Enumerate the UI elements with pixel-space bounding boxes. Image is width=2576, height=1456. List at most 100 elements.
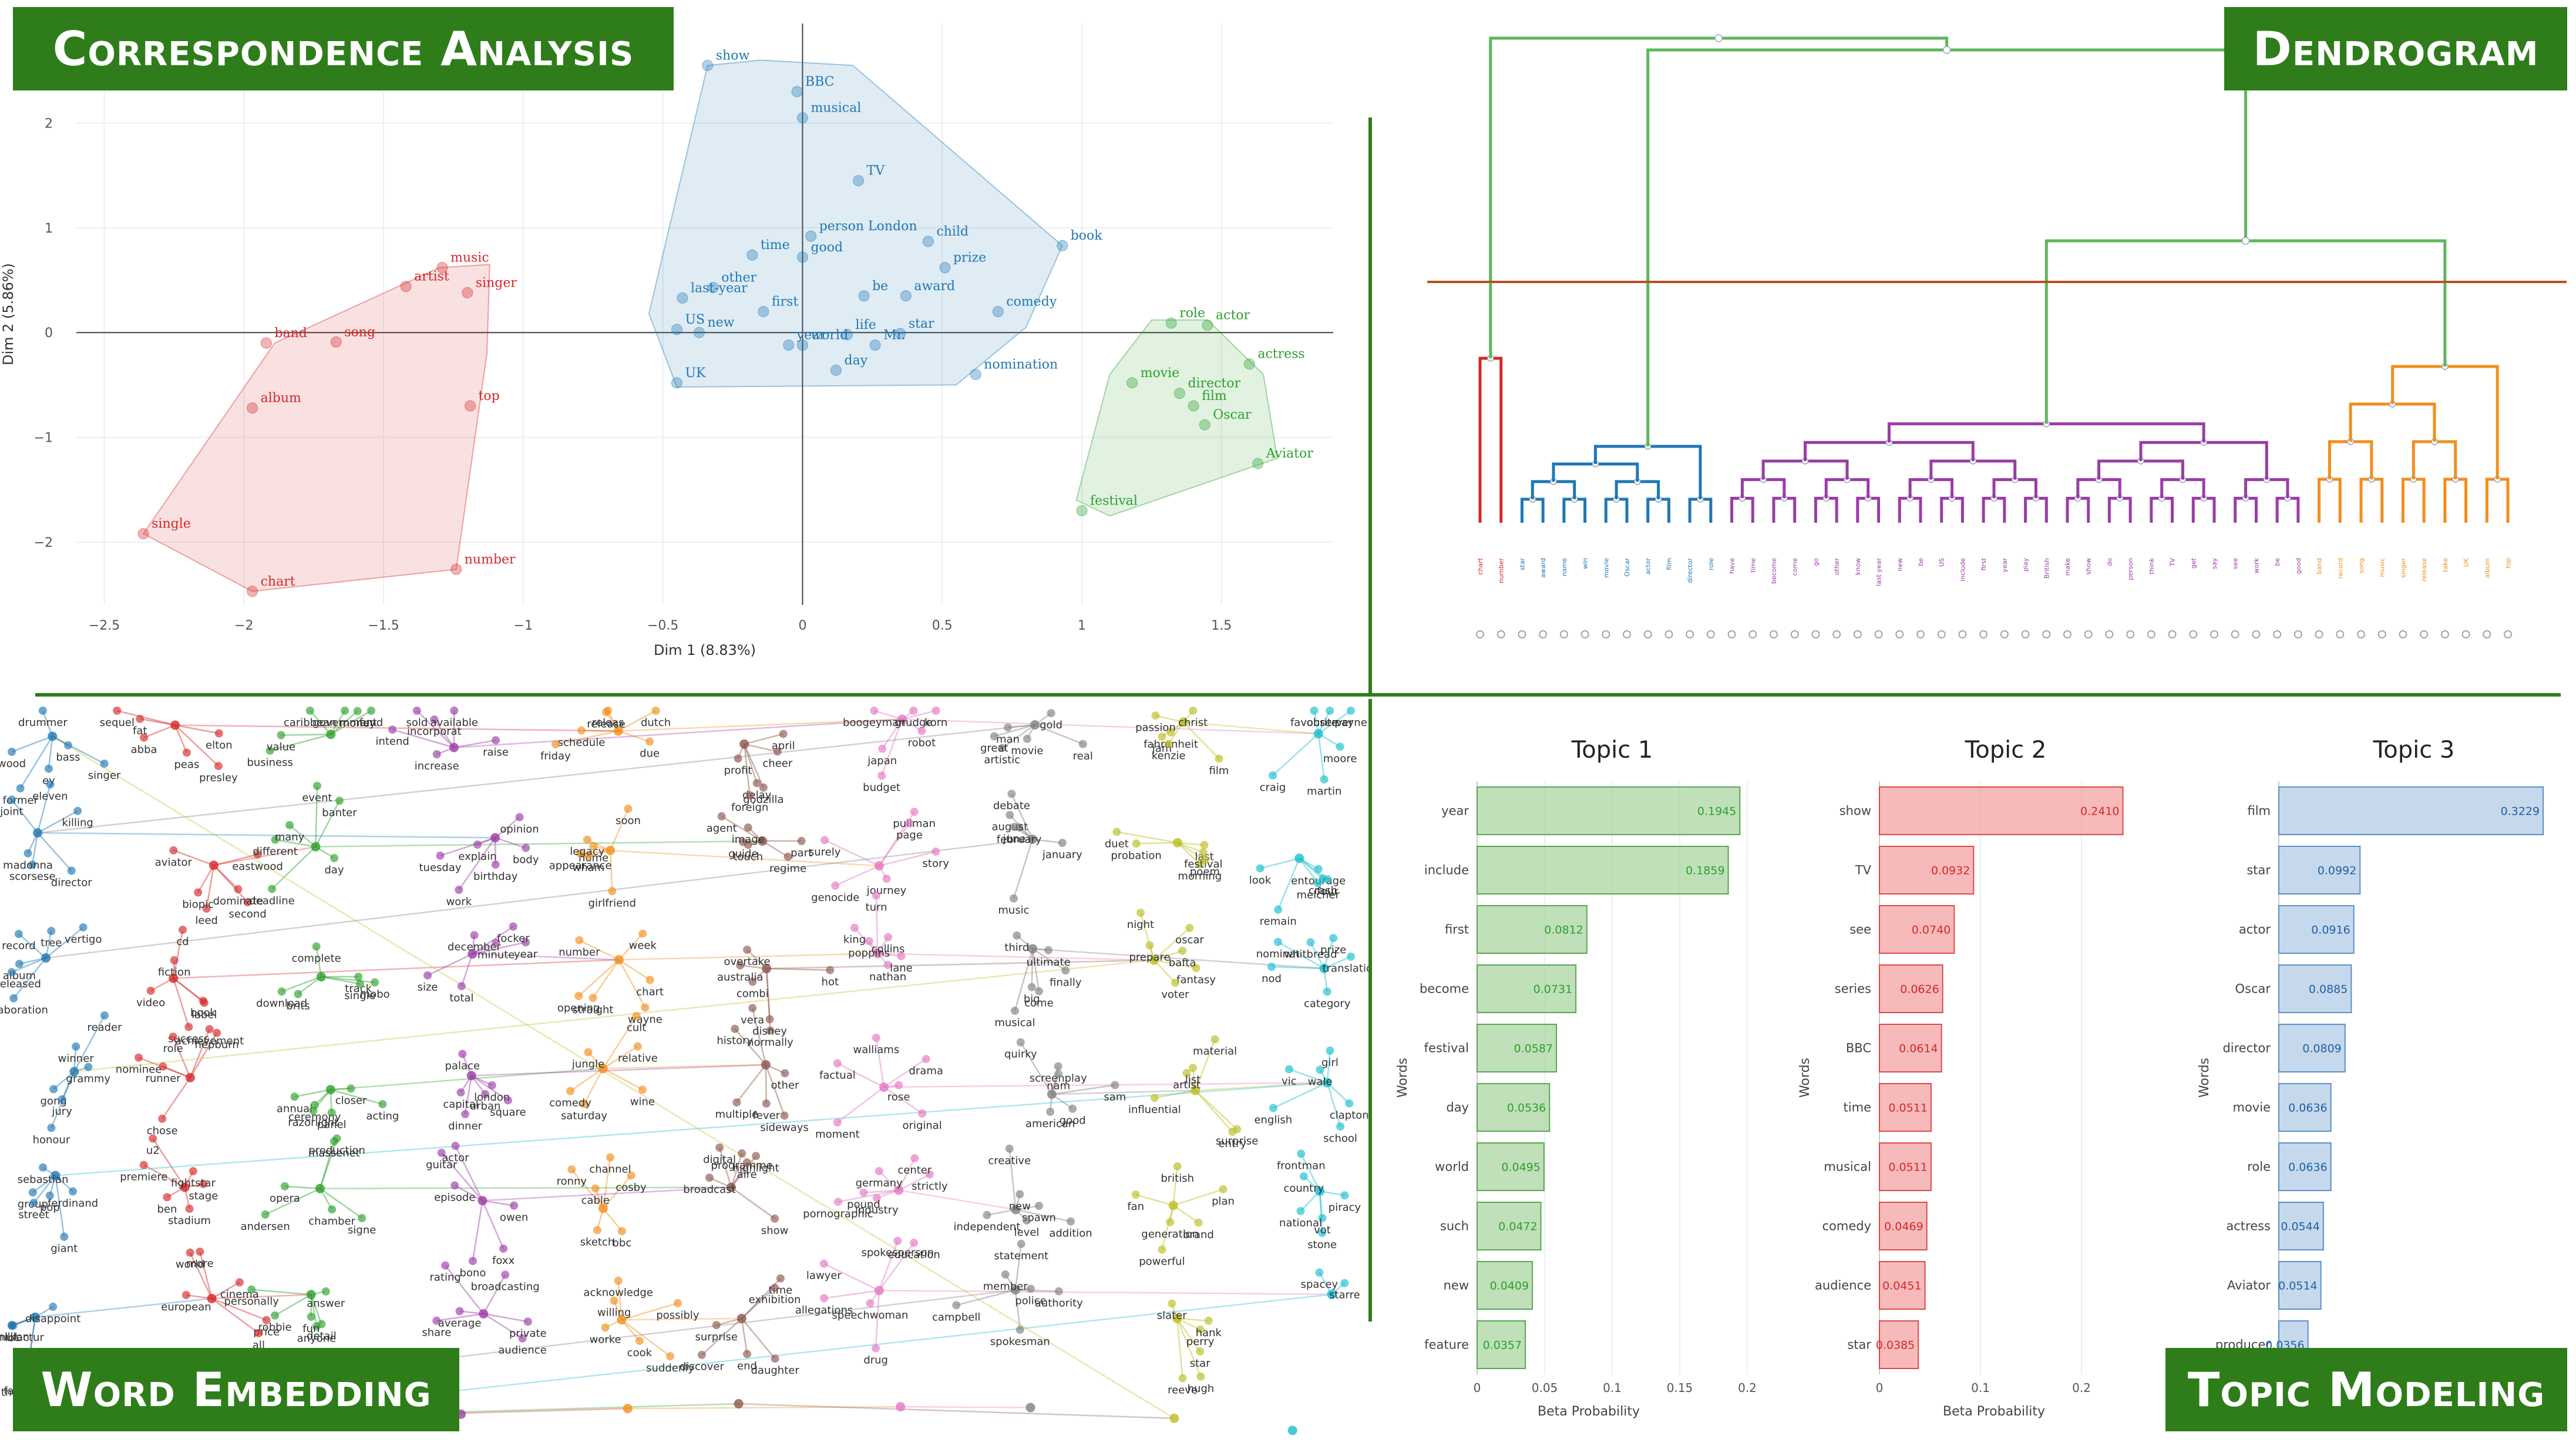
- embedding-word: willing: [597, 1307, 631, 1319]
- embedding-word: palace: [445, 1060, 480, 1072]
- embedding-word: new: [1009, 1200, 1031, 1212]
- embedding-node: [875, 1167, 883, 1175]
- embedding-node: [1340, 1279, 1348, 1287]
- ca-point-label: role: [1179, 306, 1205, 321]
- embedding-node: [1215, 755, 1223, 763]
- topic-category-label: day: [1446, 1101, 1469, 1115]
- dendro-leaf-label: name: [1561, 558, 1568, 576]
- embedding-edge: [173, 960, 619, 978]
- topic-category-label: first: [1445, 923, 1469, 937]
- embedding-node: [826, 966, 834, 974]
- ca-point-label: last-year: [691, 281, 748, 295]
- embedding-node: [1079, 740, 1087, 748]
- embedding-node: [666, 1352, 674, 1360]
- topic-value-label: 0.0740: [1912, 924, 1951, 937]
- embedding-word: peas: [174, 758, 199, 771]
- embedding-node: [645, 738, 654, 746]
- embedding-node: [388, 725, 396, 734]
- ca-point: [1174, 388, 1185, 399]
- embedding-word: star: [1190, 1357, 1210, 1370]
- embedding-node: [583, 836, 591, 844]
- embedding-node: [1219, 1185, 1228, 1193]
- dendro-leaf-node: [2483, 631, 2490, 638]
- topic-value-label: 0.0731: [1534, 983, 1572, 996]
- embedding-node: [781, 1069, 789, 1077]
- dendro-leaf-node: [1917, 631, 1924, 638]
- embedding-word: wine: [630, 1095, 655, 1108]
- embedding-node: [461, 1110, 469, 1118]
- dendro-leaf-label: role: [1707, 558, 1715, 570]
- topic-xtick-label: 0.1: [1971, 1381, 1990, 1395]
- embedding-word: private: [509, 1327, 547, 1340]
- embedding-node: [905, 819, 913, 828]
- embedding-node: [983, 1211, 991, 1219]
- dendro-leaf-label: UK: [2463, 557, 2470, 567]
- embedding-word: exhibition: [749, 1294, 801, 1306]
- embedding-node: [492, 736, 500, 744]
- embedding-node: [234, 885, 242, 893]
- ca-point: [859, 291, 869, 301]
- embedding-hub: [623, 1404, 633, 1413]
- ca-point: [401, 281, 411, 292]
- embedding-hub: [478, 1196, 487, 1205]
- embedding-node: [917, 727, 926, 735]
- embedding-node: [618, 1227, 626, 1235]
- embedding-word: cult: [627, 1022, 646, 1034]
- embedding-node: [1178, 947, 1186, 955]
- embedding-word: generation: [1141, 1228, 1199, 1240]
- embedding-node: [1010, 823, 1018, 831]
- embedding-node: [1336, 742, 1344, 751]
- dendro-link: [1815, 498, 1837, 523]
- embedding-hub: [737, 1314, 746, 1323]
- embedding-node: [872, 892, 880, 900]
- embedding-word: u2: [146, 1144, 160, 1156]
- topic-category-label: Oscar: [2235, 982, 2271, 996]
- dendro-leaf-label: go: [1812, 558, 1820, 566]
- embedding-node: [441, 1262, 449, 1270]
- topic-category-label: audience: [1815, 1279, 1871, 1293]
- embedding-node: [712, 1321, 721, 1329]
- embedding-word: biopic: [182, 898, 214, 910]
- embedding-word: pullman: [893, 818, 936, 830]
- topic-category-label: star: [2247, 863, 2271, 877]
- ca-xtick-label: −2.5: [89, 618, 120, 633]
- embedding-node: [932, 707, 940, 715]
- embedding-hub: [490, 833, 500, 842]
- embedding-word: channel: [589, 1164, 631, 1176]
- topic-value-label: 0.0514: [2278, 1280, 2317, 1293]
- embedding-word: owen: [500, 1212, 528, 1224]
- embedding-word: stage: [189, 1190, 218, 1202]
- embedding-node: [1329, 934, 1337, 942]
- ca-point: [747, 250, 758, 260]
- embedding-edge: [275, 1294, 311, 1315]
- embedding-word: strictly: [912, 1180, 948, 1192]
- embedding-node: [1179, 1374, 1187, 1383]
- embedding-word: quirky: [1004, 1048, 1037, 1061]
- embedding-word: bbc: [612, 1237, 631, 1249]
- ca-point: [1077, 505, 1087, 516]
- dendro-link: [2329, 442, 2371, 479]
- ca-point: [671, 378, 682, 388]
- embedding-word: birthday: [473, 870, 518, 883]
- embedding-word: video: [136, 997, 165, 1009]
- embedding-node: [450, 1181, 459, 1189]
- embedding-word: runner: [145, 1072, 181, 1085]
- embedding-word: remain: [1260, 916, 1297, 928]
- embedding-word: moore: [1323, 752, 1357, 765]
- embedding-word: girlfriend: [588, 897, 636, 909]
- embedding-node: [1023, 735, 1031, 743]
- embedding-word: four: [1317, 885, 1339, 897]
- dendro-leaf-label: record: [2336, 558, 2344, 579]
- dendro-leaf-label: take: [2442, 558, 2449, 572]
- topic-value-label: 0.0614: [1899, 1043, 1938, 1055]
- embedding-word: rating: [430, 1272, 461, 1284]
- embedding-node: [922, 1055, 930, 1063]
- embedding-hub: [449, 743, 459, 752]
- topic-value-label: 0.0916: [2311, 924, 2350, 937]
- topic-category-label: star: [1847, 1338, 1871, 1352]
- embedding-edge: [1273, 734, 1319, 775]
- embedding-edge: [619, 960, 650, 980]
- embedding-node: [718, 812, 726, 821]
- embedding-word: broadcasting: [471, 1280, 540, 1293]
- embedding-node: [309, 1107, 317, 1115]
